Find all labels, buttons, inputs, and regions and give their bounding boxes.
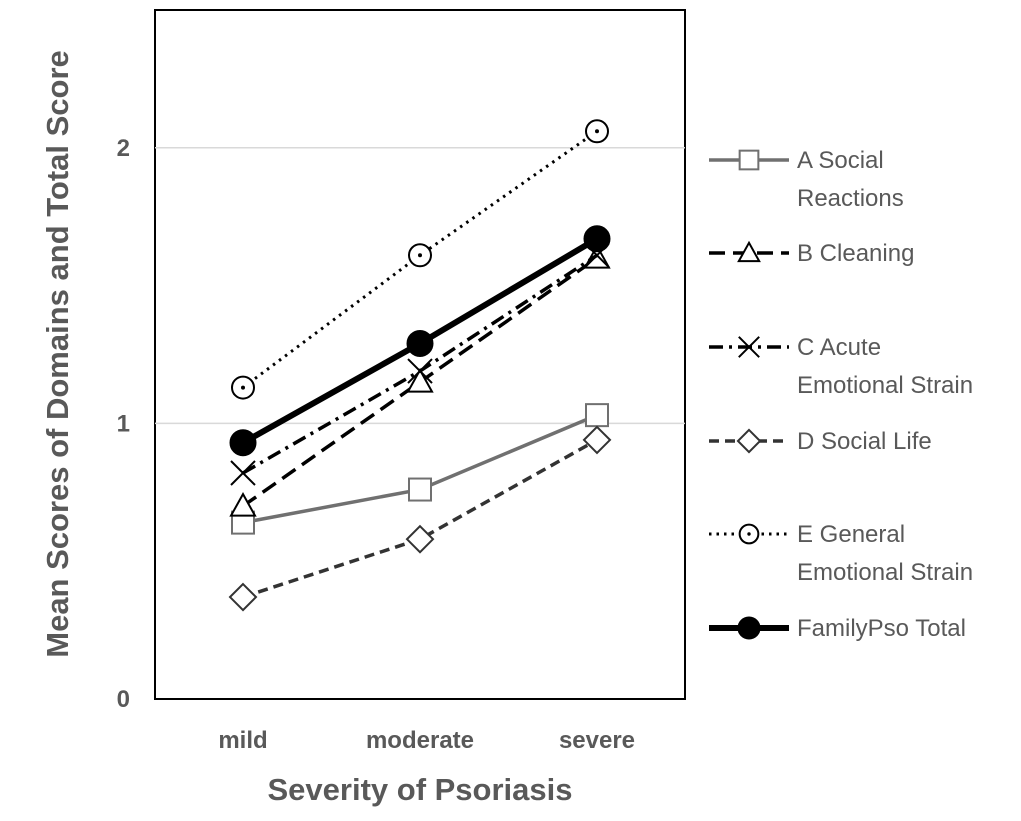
legend-label: FamilyPso Total [797, 615, 966, 642]
x-tick-label: mild [218, 727, 267, 754]
legend-marker [737, 616, 761, 640]
series-c-acute-emotional-strain [230, 242, 610, 486]
legend-label: C Acute Emotional Strain [797, 334, 973, 399]
data-point [405, 524, 435, 554]
y-axis-ticks: 0 1 2 [117, 135, 130, 713]
legend-label: B Cleaning [797, 240, 914, 267]
legend-label: E General Emotional Strain [797, 521, 973, 586]
x-tick-label: moderate [366, 727, 474, 754]
legend: A Social Reactions B Cleaning C Acute Emotio… [709, 147, 973, 642]
legend-marker [738, 523, 760, 545]
legend-item-familypso-total: FamilyPso Total [709, 615, 966, 642]
legend-marker [738, 149, 760, 171]
series-e-general-emotional-strain [231, 119, 609, 400]
data-point [585, 119, 609, 144]
legend-label: D Social Life [797, 428, 932, 455]
series-line [242, 438, 598, 599]
series-a-social-reactions [231, 403, 609, 535]
series-familypso-total [229, 225, 611, 457]
series-d-social-life [228, 425, 612, 612]
legend-label: A Social Reactions [797, 147, 904, 212]
x-axis-title: Severity of Psoriasis [268, 772, 573, 807]
y-tick-label: 0 [117, 686, 130, 713]
data-point [585, 403, 609, 428]
legend-item-d-social-life: D Social Life [709, 428, 932, 455]
data-point [408, 477, 432, 502]
data-point [229, 492, 257, 517]
data-point [229, 429, 257, 457]
legend-item-a-social-reactions: A Social Reactions [709, 147, 904, 212]
legend-marker [736, 428, 762, 454]
x-tick-label: severe [559, 727, 635, 754]
data-point [407, 358, 433, 384]
y-tick-label: 2 [117, 135, 130, 162]
y-tick-label: 1 [117, 410, 130, 437]
data-point [582, 425, 612, 455]
series [228, 119, 612, 612]
data-point [228, 582, 258, 612]
data-point [408, 243, 432, 268]
data-point [231, 375, 255, 400]
x-axis-ticks: mild moderate severe [218, 727, 635, 754]
data-point [406, 329, 434, 357]
data-point [230, 460, 256, 486]
legend-marker [738, 336, 760, 358]
data-point [583, 225, 611, 253]
legend-marker [737, 240, 761, 263]
legend-item-b-cleaning: B Cleaning [709, 240, 914, 267]
legend-item-e-general-emotional-strain: E General Emotional Strain [709, 521, 973, 586]
legend-item-c-acute-emotional-strain: C Acute Emotional Strain [709, 334, 973, 399]
data-point [406, 368, 434, 393]
y-axis-title: Mean Scores of Domains and Total Score [40, 50, 75, 658]
